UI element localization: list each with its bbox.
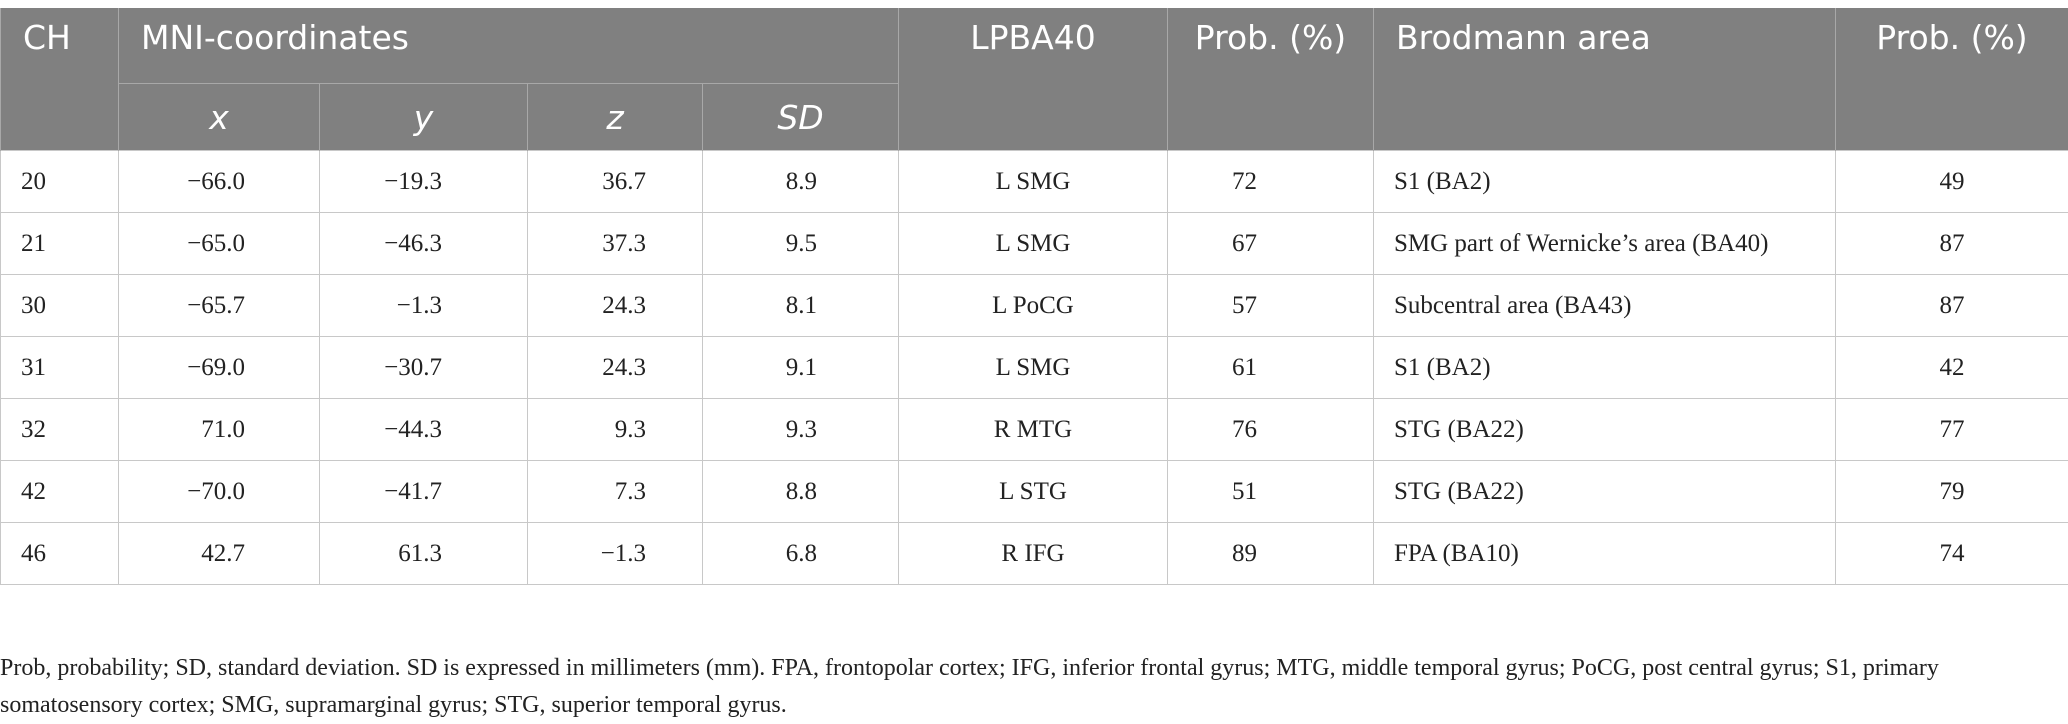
cell-sd: 8.8: [702, 460, 899, 523]
header-brodmann-area: Brodmann area: [1373, 8, 1836, 151]
cell-lpba: L SMG: [898, 150, 1168, 213]
cell-lpba: L STG: [898, 460, 1168, 523]
cell-prob-lpba: 89: [1167, 522, 1374, 585]
cell-prob-lpba: 51: [1167, 460, 1374, 523]
cell-prob-brodmann: 87: [1835, 212, 2068, 275]
header-lpba40: LPBA40: [898, 8, 1168, 151]
cell-brodmann: STG (BA22): [1373, 398, 1836, 461]
header-y: y: [319, 83, 528, 151]
cell-y: −41.7: [319, 460, 528, 523]
cell-y: −1.3: [319, 274, 528, 337]
cell-ch: 32: [0, 398, 119, 461]
cell-prob-brodmann: 87: [1835, 274, 2068, 337]
cell-brodmann: S1 (BA2): [1373, 150, 1836, 213]
cell-prob-lpba: 76: [1167, 398, 1374, 461]
cell-sd: 8.9: [702, 150, 899, 213]
cell-ch: 21: [0, 212, 119, 275]
cell-prob-brodmann: 77: [1835, 398, 2068, 461]
cell-x: −65.0: [118, 212, 320, 275]
cell-ch: 31: [0, 336, 119, 399]
header-prob-lpba: Prob. (%): [1167, 8, 1374, 151]
cell-x: −65.7: [118, 274, 320, 337]
cell-z: 36.7: [527, 150, 703, 213]
cell-x: −69.0: [118, 336, 320, 399]
cell-z: 24.3: [527, 274, 703, 337]
cell-prob-lpba: 57: [1167, 274, 1374, 337]
cell-ch: 46: [0, 522, 119, 585]
cell-z: 24.3: [527, 336, 703, 399]
cell-x: 71.0: [118, 398, 320, 461]
cell-ch: 42: [0, 460, 119, 523]
cell-sd: 9.3: [702, 398, 899, 461]
cell-sd: 9.1: [702, 336, 899, 399]
cell-brodmann: SMG part of Wernicke’s area (BA40): [1373, 212, 1836, 275]
cell-y: 61.3: [319, 522, 528, 585]
cell-sd: 8.1: [702, 274, 899, 337]
cell-z: 7.3: [527, 460, 703, 523]
table-row: 20 −66.0 −19.3 36.7 8.9 L SMG 72 S1 (BA2…: [0, 150, 2068, 213]
cell-brodmann: S1 (BA2): [1373, 336, 1836, 399]
cell-sd: 6.8: [702, 522, 899, 585]
cell-prob-lpba: 67: [1167, 212, 1374, 275]
table-row: 46 42.7 61.3 −1.3 6.8 R IFG 89 FPA (BA10…: [0, 522, 2068, 585]
cell-lpba: R MTG: [898, 398, 1168, 461]
cell-prob-lpba: 72: [1167, 150, 1374, 213]
cell-lpba: L PoCG: [898, 274, 1168, 337]
table-row: 21 −65.0 −46.3 37.3 9.5 L SMG 67 SMG par…: [0, 212, 2068, 275]
table-row: 42 −70.0 −41.7 7.3 8.8 L STG 51 STG (BA2…: [0, 460, 2068, 523]
cell-prob-lpba: 61: [1167, 336, 1374, 399]
header-x: x: [118, 83, 320, 151]
header-ch: CH: [0, 8, 119, 151]
cell-x: 42.7: [118, 522, 320, 585]
cell-ch: 30: [0, 274, 119, 337]
cell-y: −30.7: [319, 336, 528, 399]
cell-sd: 9.5: [702, 212, 899, 275]
table-row: 31 −69.0 −30.7 24.3 9.1 L SMG 61 S1 (BA2…: [0, 336, 2068, 399]
header-z: z: [527, 83, 703, 151]
cell-x: −70.0: [118, 460, 320, 523]
cell-ch: 20: [0, 150, 119, 213]
cell-prob-brodmann: 79: [1835, 460, 2068, 523]
header-prob-brodmann: Prob. (%): [1835, 8, 2068, 151]
cell-prob-brodmann: 49: [1835, 150, 2068, 213]
cell-x: −66.0: [118, 150, 320, 213]
cell-brodmann: STG (BA22): [1373, 460, 1836, 523]
cell-prob-brodmann: 74: [1835, 522, 2068, 585]
cell-lpba: R IFG: [898, 522, 1168, 585]
cell-y: −44.3: [319, 398, 528, 461]
cell-z: −1.3: [527, 522, 703, 585]
table-row: 32 71.0 −44.3 9.3 9.3 R MTG 76 STG (BA22…: [0, 398, 2068, 461]
cell-brodmann: Subcentral area (BA43): [1373, 274, 1836, 337]
cell-y: −19.3: [319, 150, 528, 213]
table-row: 30 −65.7 −1.3 24.3 8.1 L PoCG 57 Subcent…: [0, 274, 2068, 337]
table-footnote: Prob, probability; SD, standard deviatio…: [0, 655, 1939, 718]
cell-lpba: L SMG: [898, 336, 1168, 399]
cell-z: 9.3: [527, 398, 703, 461]
cell-y: −46.3: [319, 212, 528, 275]
cell-prob-brodmann: 42: [1835, 336, 2068, 399]
cell-lpba: L SMG: [898, 212, 1168, 275]
cell-z: 37.3: [527, 212, 703, 275]
channel-table: CH MNI-coordinates LPBA40 Prob. (%) Brod…: [0, 8, 2068, 585]
cell-brodmann: FPA (BA10): [1373, 522, 1836, 585]
header-mni-coordinates: MNI-coordinates: [118, 8, 899, 84]
header-sd: SD: [702, 83, 899, 151]
